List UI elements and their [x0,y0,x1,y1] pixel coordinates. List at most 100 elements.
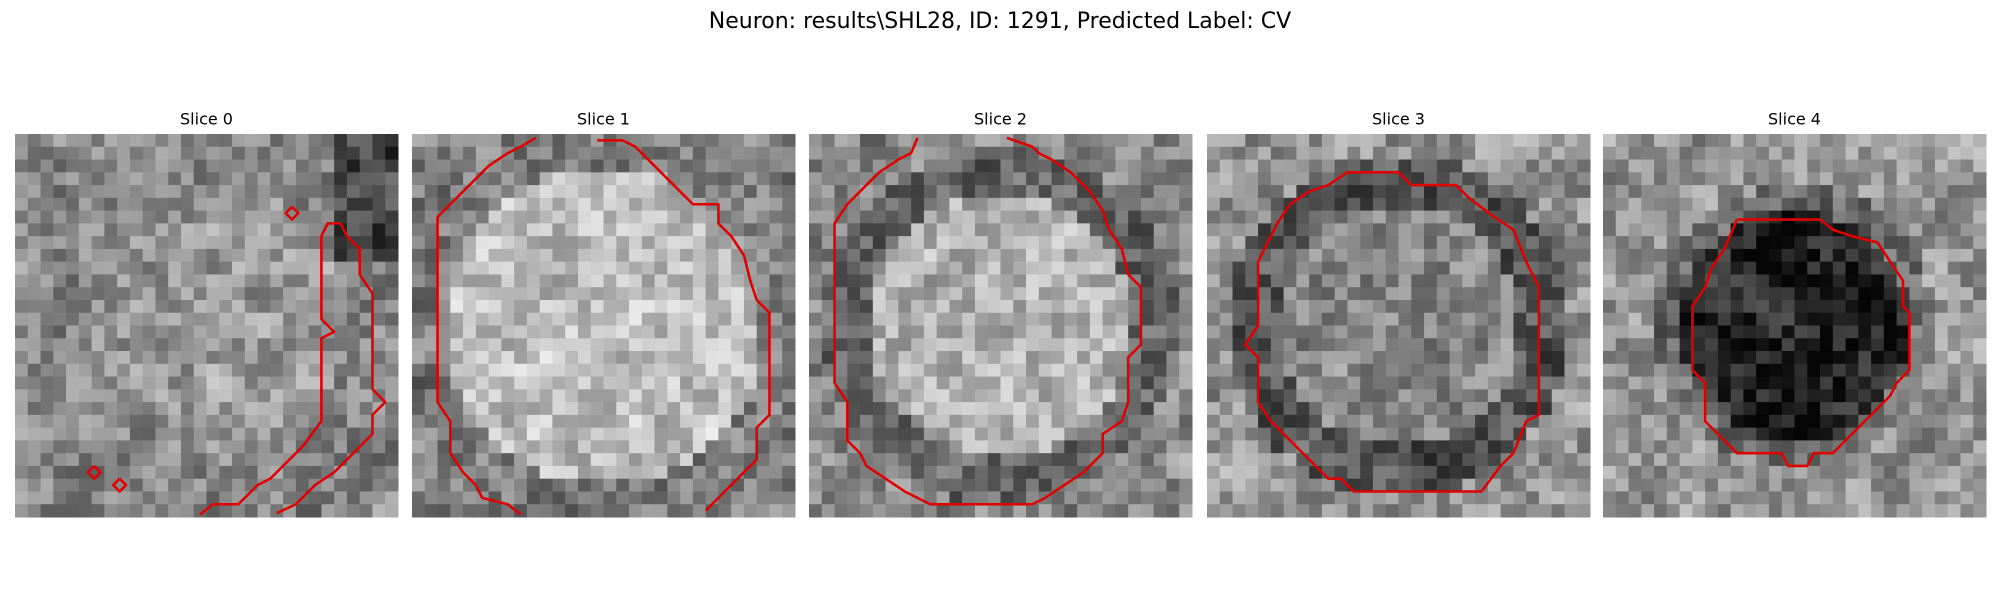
pixel [488,146,502,161]
pixel [987,478,1002,492]
pixel [1334,210,1348,224]
pixel [1628,389,1642,403]
pixel [1013,414,1027,429]
pixel [334,146,348,161]
pixel [1781,223,1796,237]
pixel [1475,210,1489,224]
pixel [1219,248,1234,263]
pixel [1756,325,1770,339]
pixel [692,389,707,403]
pixel [1038,134,1053,148]
pixel [629,287,643,301]
pixel [987,427,1002,441]
pixel [1832,351,1847,365]
pixel [1334,351,1348,365]
pixel [1102,287,1116,301]
pixel [501,338,515,352]
pixel [372,312,386,327]
pixel [603,248,617,263]
pixel [1411,427,1425,441]
pixel [412,414,426,429]
pixel [27,134,42,148]
pixel [1794,440,1808,454]
pixel [450,351,464,365]
pixel [1000,159,1014,173]
pixel [501,427,515,441]
pixel [232,389,246,403]
pixel [1051,427,1065,441]
pixel [412,453,426,467]
pixel [501,440,515,454]
pixel [475,338,490,352]
pixel [1334,504,1348,518]
pixel [475,223,490,237]
pixel [1128,351,1142,365]
pixel [180,427,195,441]
pixel [680,223,694,237]
pixel [1436,312,1451,327]
pixel [667,248,681,263]
pixel [1538,338,1553,352]
pixel [66,236,80,250]
pixel [1000,197,1014,212]
pixel [1232,389,1246,403]
pixel [1500,185,1514,199]
pixel [463,185,477,199]
pixel [1807,185,1821,199]
pixel [1436,363,1451,378]
pixel [1077,363,1091,378]
pixel [1013,146,1027,161]
pixel [1871,134,1885,148]
pixel [1038,261,1053,275]
pixel [1128,465,1142,480]
pixel [168,363,182,378]
pixel [680,159,694,173]
pixel [1487,287,1502,301]
pixel [346,453,361,467]
pixel [168,287,182,301]
pixel [1551,299,1565,314]
pixel [1871,197,1885,212]
pixel [949,338,963,352]
pixel [809,427,823,441]
pixel [1321,478,1336,492]
pixel [654,210,668,224]
pixel [1858,363,1872,378]
pixel [1424,402,1438,416]
pixel [1026,223,1040,237]
pixel [577,287,592,301]
pixel [450,440,464,454]
pixel [616,414,630,429]
pixel [412,159,426,173]
pixel [53,351,67,365]
pixel [1153,325,1167,339]
pixel [244,223,259,237]
pixel [654,312,668,327]
pixel [552,453,566,467]
pixel [1000,376,1014,390]
pixel [1270,440,1285,454]
pixel [1051,363,1065,378]
pixel [168,465,182,480]
pixel [1973,453,1987,467]
pixel [1654,402,1668,416]
pixel [809,172,823,186]
pixel [1628,185,1642,199]
pixel [898,504,912,518]
pixel [270,287,284,301]
pixel [1026,210,1040,224]
pixel [1717,389,1732,403]
pixel [193,504,208,518]
pixel [1347,159,1361,173]
pixel [91,338,105,352]
pixel [450,491,464,505]
pixel [1321,299,1336,314]
pixel [1564,287,1578,301]
pixel [1436,210,1451,224]
pixel [142,261,156,275]
pixel [40,440,54,454]
pixel [104,504,118,518]
pixel [1973,248,1987,263]
pixel [27,440,42,454]
pixel [1000,185,1014,199]
